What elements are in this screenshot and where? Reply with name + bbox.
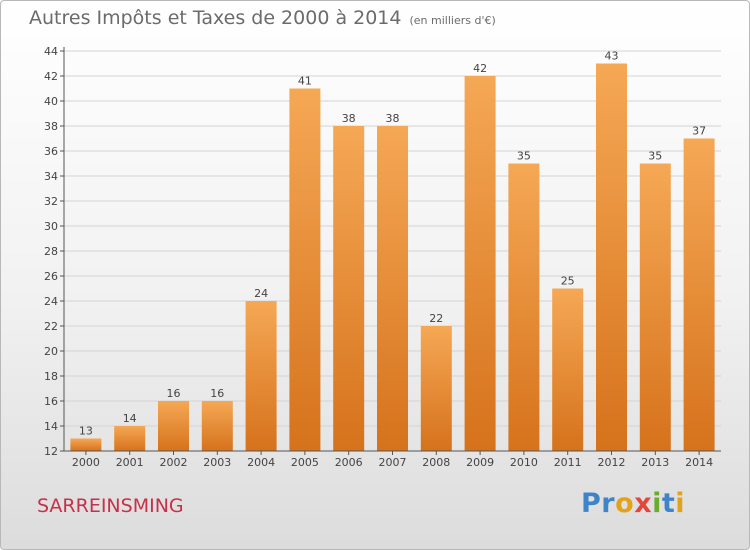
bar-2003 xyxy=(201,401,233,451)
proxiti-logo: Proxiti xyxy=(581,488,685,519)
y-tick-label: 14 xyxy=(44,420,58,433)
x-tick-label: 2012 xyxy=(598,456,626,469)
logo-letter: r xyxy=(601,488,616,519)
logo-letter: o xyxy=(615,488,635,519)
y-tick-label: 12 xyxy=(44,445,58,458)
data-label: 42 xyxy=(473,62,487,75)
bar-2002 xyxy=(158,401,189,451)
x-tick-label: 2003 xyxy=(203,456,231,469)
x-tick-label: 2007 xyxy=(379,456,407,469)
y-tick-label: 20 xyxy=(44,345,58,358)
y-tick-label: 32 xyxy=(44,195,58,208)
chart-unit: (en milliers d'€) xyxy=(409,14,496,27)
y-tick-label: 36 xyxy=(44,145,58,158)
y-tick-label: 22 xyxy=(44,320,58,333)
bar-2014 xyxy=(683,138,715,451)
data-label: 16 xyxy=(210,387,224,400)
x-tick-label: 2011 xyxy=(554,456,582,469)
x-tick-label: 2008 xyxy=(422,456,450,469)
bar-2006 xyxy=(333,126,365,451)
data-label: 25 xyxy=(561,275,575,288)
y-tick-label: 24 xyxy=(44,295,58,308)
bar-2008 xyxy=(420,326,452,451)
data-label: 13 xyxy=(79,425,93,438)
y-tick-label: 38 xyxy=(44,120,58,133)
data-label: 14 xyxy=(123,412,137,425)
data-label: 35 xyxy=(517,150,531,163)
data-label: 38 xyxy=(342,112,356,125)
logo-letter: t xyxy=(661,488,676,519)
x-tick-label: 2006 xyxy=(335,456,363,469)
data-label: 37 xyxy=(692,125,706,138)
bar-2012 xyxy=(596,63,627,451)
bar-2011 xyxy=(552,288,584,451)
y-tick-label: 42 xyxy=(44,70,58,83)
bar-2010 xyxy=(508,163,540,451)
y-tick-label: 34 xyxy=(44,170,58,183)
labels: 12 14 16 18 20 22 24 26 28 30 32 34 36 38 40 42 44 2000 13… xyxy=(44,45,713,469)
bar-2009 xyxy=(464,76,496,451)
y-tick-label: 26 xyxy=(44,270,58,283)
y-tick-label: 40 xyxy=(44,95,58,108)
bar-2013 xyxy=(639,163,671,451)
logo-letter: P xyxy=(581,488,602,519)
y-tick-label: 44 xyxy=(44,45,58,58)
y-tick-label: 16 xyxy=(44,395,58,408)
bar-2000 xyxy=(70,438,102,451)
logo-letter: i xyxy=(652,488,662,519)
data-label: 43 xyxy=(605,50,619,63)
x-tick-label: 2004 xyxy=(247,456,275,469)
x-tick-label: 2010 xyxy=(510,456,538,469)
chart-title-text: Autres Impôts et Taxes de 2000 à 2014 xyxy=(29,7,402,29)
y-tick-label: 28 xyxy=(44,245,58,258)
town-name: SARREINSMING xyxy=(37,495,184,517)
x-tick-label: 2009 xyxy=(466,456,494,469)
x-tick-label: 2000 xyxy=(72,456,100,469)
bar-2004 xyxy=(245,301,277,451)
logo-letter: i xyxy=(675,488,686,519)
data-label: 38 xyxy=(386,112,400,125)
y-tick-label: 30 xyxy=(44,220,58,233)
x-tick-label: 2002 xyxy=(160,456,188,469)
data-label: 41 xyxy=(298,75,312,88)
x-tick-label: 2001 xyxy=(116,456,144,469)
bar-2005 xyxy=(289,88,321,451)
x-tick-label: 2013 xyxy=(641,456,669,469)
data-label: 24 xyxy=(254,287,268,300)
bars xyxy=(70,63,715,451)
x-tick-label: 2005 xyxy=(291,456,319,469)
data-label: 16 xyxy=(167,387,181,400)
chart-title: Autres Impôts et Taxes de 2000 à 2014 (en… xyxy=(29,7,496,29)
data-label: 35 xyxy=(648,150,662,163)
axes xyxy=(60,47,721,455)
logo-letter: x xyxy=(634,488,653,519)
bar-2001 xyxy=(114,426,146,451)
x-tick-label: 2014 xyxy=(685,456,713,469)
bar-2007 xyxy=(377,126,408,451)
data-label: 22 xyxy=(429,312,443,325)
y-tick-label: 18 xyxy=(44,370,58,383)
